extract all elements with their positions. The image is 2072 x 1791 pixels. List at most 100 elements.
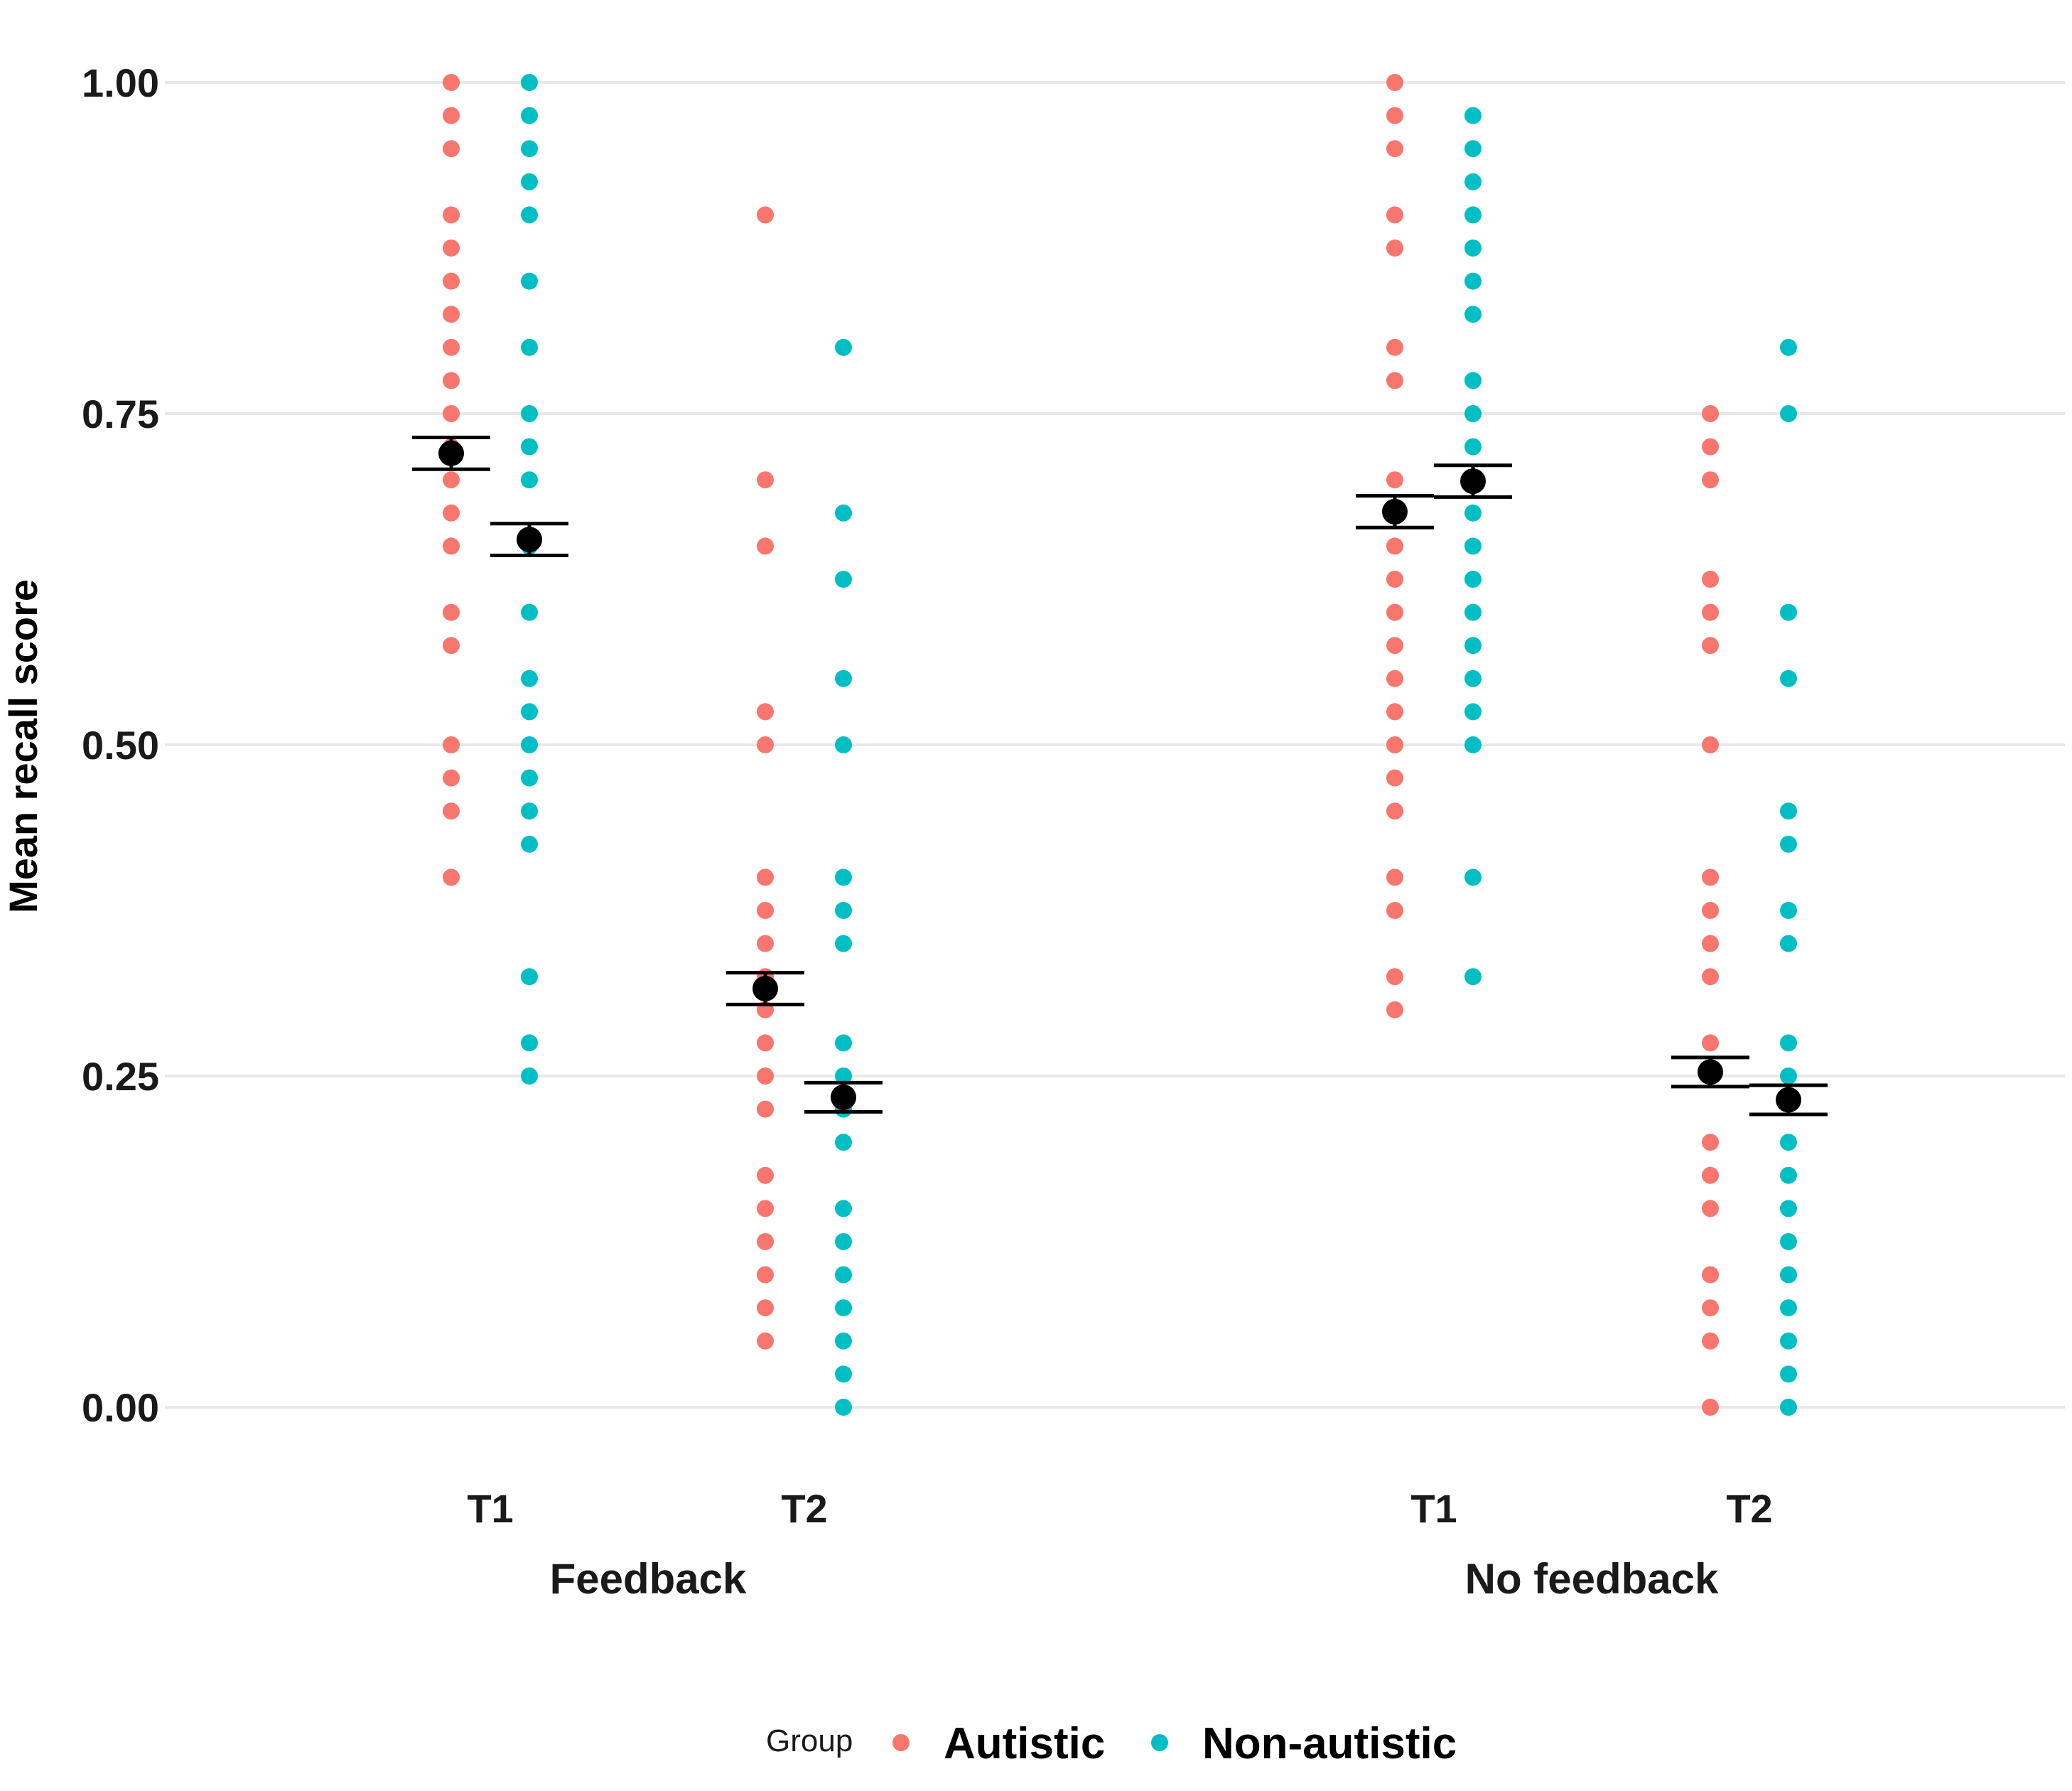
data-point	[443, 471, 460, 489]
data-point	[1386, 206, 1403, 224]
y-tick-label: 0.25	[82, 1054, 159, 1099]
data-point	[835, 1299, 852, 1317]
data-point	[521, 405, 538, 422]
data-point	[443, 603, 460, 621]
data-point	[1386, 703, 1403, 721]
data-point	[1780, 835, 1797, 853]
legend-key	[892, 1734, 910, 1751]
data-point	[1386, 769, 1403, 787]
gridlines	[165, 81, 2065, 1409]
data-point	[521, 703, 538, 721]
data-point	[521, 968, 538, 986]
data-point	[1386, 669, 1403, 687]
data-point	[443, 537, 460, 555]
data-point	[757, 1233, 774, 1250]
y-tick-label: 0.00	[82, 1385, 159, 1430]
data-point	[521, 140, 538, 158]
data-point	[521, 74, 538, 91]
data-point	[1702, 1332, 1719, 1350]
data-point	[443, 637, 460, 655]
data-point	[757, 902, 774, 919]
data-point	[1780, 935, 1797, 952]
data-point	[1780, 1034, 1797, 1052]
data-point	[757, 1166, 774, 1184]
data-point	[757, 471, 774, 489]
data-point	[443, 306, 460, 323]
data-point	[835, 736, 852, 753]
mean-point	[517, 527, 542, 553]
data-point	[1702, 637, 1719, 655]
data-point	[1780, 1166, 1797, 1184]
data-point	[521, 1034, 538, 1052]
data-point	[521, 107, 538, 124]
data-point	[1386, 802, 1403, 820]
data-point	[1464, 107, 1482, 124]
data-point	[521, 1067, 538, 1085]
mean-point	[831, 1084, 856, 1110]
data-point	[1780, 1266, 1797, 1284]
legend-key	[1151, 1734, 1168, 1751]
mean-point	[438, 440, 464, 466]
data-point	[835, 1200, 852, 1217]
y-tick-label: 0.50	[82, 723, 159, 768]
data-point	[835, 1332, 852, 1350]
data-point	[1780, 1134, 1797, 1151]
data-point	[757, 1200, 774, 1217]
y-tick-label: 1.00	[82, 60, 159, 105]
data-point	[1386, 537, 1403, 555]
data-point	[1464, 206, 1482, 224]
data-point	[835, 338, 852, 356]
data-point	[1780, 902, 1797, 919]
data-point	[1464, 372, 1482, 389]
data-point	[835, 1266, 852, 1284]
data-point	[1464, 306, 1482, 323]
data-point	[1464, 504, 1482, 522]
data-point	[1464, 537, 1482, 555]
legend-label: Non-autistic	[1202, 1719, 1457, 1768]
data-point	[835, 669, 852, 687]
data-point	[443, 338, 460, 356]
data-point	[1702, 902, 1719, 919]
y-axis-title: Mean recall score	[1, 579, 45, 913]
data-point	[835, 1067, 852, 1085]
data-point	[1464, 603, 1482, 621]
data-point	[757, 1034, 774, 1052]
data-point	[1702, 603, 1719, 621]
data-point	[1386, 637, 1403, 655]
data-point	[1464, 140, 1482, 158]
data-point	[757, 868, 774, 886]
data-point	[1702, 405, 1719, 422]
data-point	[1702, 1266, 1719, 1284]
data-point	[1702, 1034, 1719, 1052]
data-point	[1386, 74, 1403, 91]
data-point	[443, 206, 460, 224]
data-point	[443, 405, 460, 422]
data-point	[757, 1332, 774, 1350]
data-point	[521, 438, 538, 456]
data-point	[521, 272, 538, 290]
data-point	[443, 868, 460, 886]
data-point	[835, 504, 852, 522]
data-point	[443, 107, 460, 124]
data-point	[1464, 272, 1482, 290]
data-point	[1464, 968, 1482, 986]
data-point	[1464, 703, 1482, 721]
data-point	[1780, 669, 1797, 687]
data-point	[1780, 1299, 1797, 1317]
data-point	[1386, 372, 1403, 389]
mean-point	[1382, 498, 1408, 525]
data-point	[1702, 868, 1719, 886]
data-point	[521, 206, 538, 224]
data-point	[1780, 1332, 1797, 1350]
data-point	[443, 736, 460, 753]
mean-point	[1698, 1059, 1723, 1085]
data-point	[1702, 438, 1719, 456]
data-point	[521, 173, 538, 190]
data-point	[835, 1233, 852, 1250]
data-point	[757, 736, 774, 753]
x-tick-label: T2	[781, 1486, 827, 1531]
data-point	[521, 736, 538, 753]
